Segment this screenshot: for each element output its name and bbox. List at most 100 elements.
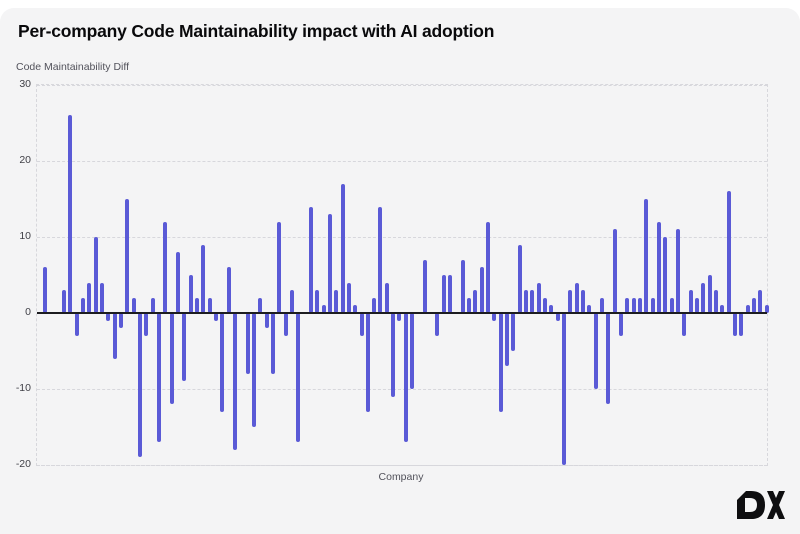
bar[interactable]: [283, 313, 288, 336]
bar[interactable]: [61, 290, 66, 313]
bar[interactable]: [524, 290, 529, 313]
bar[interactable]: [232, 313, 237, 450]
bar[interactable]: [587, 305, 592, 313]
bar[interactable]: [751, 297, 756, 313]
bar[interactable]: [207, 297, 212, 313]
bar[interactable]: [581, 290, 586, 313]
bar[interactable]: [479, 267, 484, 313]
bar[interactable]: [346, 282, 351, 313]
bar[interactable]: [701, 282, 706, 313]
bar[interactable]: [353, 305, 358, 313]
bar[interactable]: [175, 252, 180, 313]
bar[interactable]: [549, 305, 554, 313]
bar[interactable]: [169, 313, 174, 405]
bar[interactable]: [182, 313, 187, 382]
bar[interactable]: [289, 290, 294, 313]
bar[interactable]: [460, 259, 465, 313]
bar[interactable]: [226, 267, 231, 313]
bar[interactable]: [131, 297, 136, 313]
bar[interactable]: [530, 290, 535, 313]
bar[interactable]: [378, 206, 383, 313]
bar[interactable]: [410, 313, 415, 389]
bar[interactable]: [163, 221, 168, 313]
bar[interactable]: [93, 237, 98, 313]
bar[interactable]: [270, 313, 275, 374]
bar[interactable]: [644, 199, 649, 313]
bar[interactable]: [137, 313, 142, 458]
bar[interactable]: [764, 305, 769, 313]
bar[interactable]: [593, 313, 598, 389]
bar[interactable]: [201, 244, 206, 313]
bar[interactable]: [625, 297, 630, 313]
bar[interactable]: [74, 313, 79, 336]
bar[interactable]: [264, 313, 269, 329]
bar[interactable]: [517, 244, 522, 313]
bar[interactable]: [220, 313, 225, 412]
bar[interactable]: [682, 313, 687, 336]
bar[interactable]: [657, 221, 661, 313]
bar[interactable]: [308, 206, 313, 313]
bar[interactable]: [384, 282, 389, 313]
bar[interactable]: [612, 229, 617, 313]
bar[interactable]: [296, 313, 301, 443]
bar[interactable]: [574, 282, 579, 313]
bar[interactable]: [68, 115, 73, 313]
bar[interactable]: [498, 313, 503, 412]
bar[interactable]: [467, 297, 472, 313]
bar[interactable]: [194, 297, 199, 313]
bar[interactable]: [676, 229, 680, 313]
bar[interactable]: [359, 313, 364, 336]
bar[interactable]: [106, 313, 111, 321]
bar[interactable]: [43, 267, 47, 313]
bar[interactable]: [80, 297, 85, 313]
bar[interactable]: [720, 305, 725, 313]
bar[interactable]: [739, 313, 744, 336]
bar[interactable]: [486, 221, 491, 313]
bar[interactable]: [321, 305, 326, 313]
bar[interactable]: [156, 313, 161, 443]
bar[interactable]: [258, 297, 263, 313]
bar[interactable]: [435, 313, 440, 336]
bar[interactable]: [327, 214, 332, 313]
bar[interactable]: [758, 290, 763, 313]
bar[interactable]: [277, 221, 282, 313]
bar[interactable]: [650, 297, 655, 313]
bar[interactable]: [245, 313, 250, 374]
bar[interactable]: [403, 313, 408, 443]
bar[interactable]: [422, 259, 427, 313]
bar[interactable]: [112, 313, 117, 359]
bar[interactable]: [511, 313, 516, 351]
bar[interactable]: [448, 275, 453, 313]
bar[interactable]: [631, 297, 636, 313]
bar[interactable]: [555, 313, 560, 321]
bar[interactable]: [188, 275, 193, 313]
bar[interactable]: [144, 313, 149, 336]
bar[interactable]: [397, 313, 402, 321]
bar[interactable]: [619, 313, 624, 336]
bar[interactable]: [251, 313, 256, 427]
bar[interactable]: [441, 275, 446, 313]
bar[interactable]: [669, 297, 674, 313]
bar[interactable]: [713, 290, 718, 313]
bar[interactable]: [600, 297, 605, 313]
bar[interactable]: [87, 282, 92, 313]
bar[interactable]: [726, 191, 731, 313]
bar[interactable]: [213, 313, 218, 321]
bar[interactable]: [745, 305, 750, 313]
bar[interactable]: [562, 313, 567, 465]
bar[interactable]: [150, 297, 155, 313]
bar[interactable]: [606, 313, 611, 405]
bar[interactable]: [365, 313, 370, 412]
bar[interactable]: [372, 297, 377, 313]
bar[interactable]: [340, 183, 345, 313]
bar[interactable]: [694, 297, 699, 313]
bar[interactable]: [99, 282, 104, 313]
bar[interactable]: [315, 290, 320, 313]
bar[interactable]: [543, 297, 548, 313]
bar[interactable]: [334, 290, 339, 313]
bar[interactable]: [118, 313, 123, 329]
bar[interactable]: [663, 237, 668, 313]
bar[interactable]: [473, 290, 478, 313]
bar[interactable]: [505, 313, 510, 367]
bar[interactable]: [536, 282, 541, 313]
